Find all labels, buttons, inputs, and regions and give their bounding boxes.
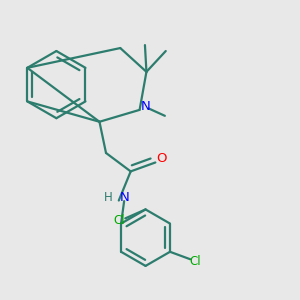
Text: N: N	[119, 191, 129, 204]
Text: Cl: Cl	[190, 255, 201, 268]
Text: O: O	[157, 152, 167, 165]
Text: N: N	[141, 100, 150, 113]
Text: H: H	[104, 191, 113, 204]
Text: Cl: Cl	[114, 214, 125, 227]
